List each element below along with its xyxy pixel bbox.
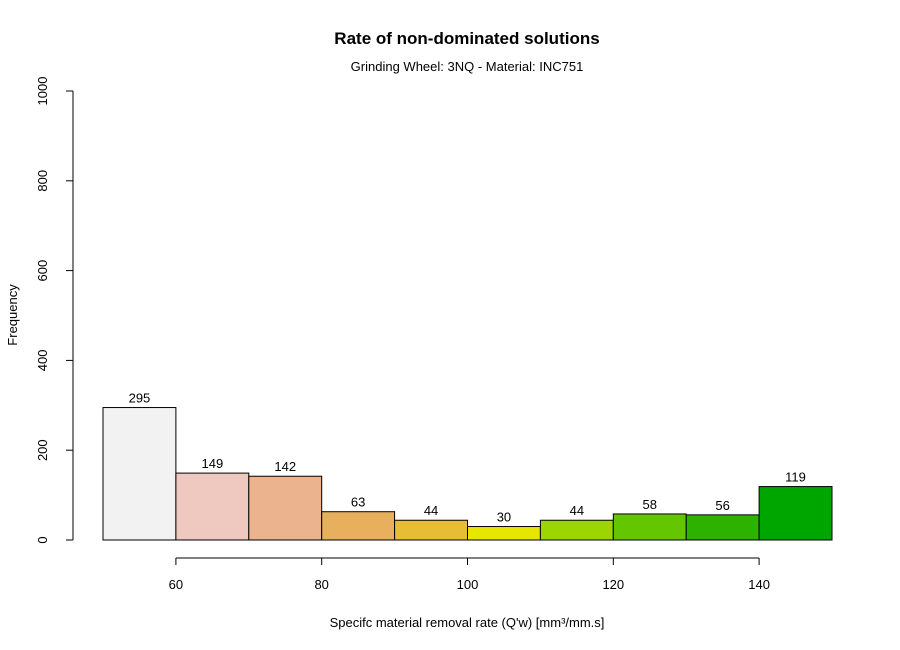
bar <box>321 511 396 541</box>
bar-value-label: 149 <box>201 456 223 471</box>
bar <box>758 486 833 541</box>
y-tick-label: 600 <box>35 260 50 282</box>
x-tick-label: 120 <box>602 577 624 592</box>
bar-value-label: 44 <box>570 503 584 518</box>
x-axis-label: Specifc material removal rate (Q'w) [mm³… <box>330 615 605 630</box>
y-tick-label: 400 <box>35 350 50 372</box>
y-tick-label: 800 <box>35 170 50 192</box>
chart-subtitle: Grinding Wheel: 3NQ - Material: INC751 <box>351 59 584 74</box>
bars-group <box>102 407 833 541</box>
chart-title: Rate of non-dominated solutions <box>334 29 599 48</box>
y-axis-label: Frequency <box>5 284 20 346</box>
bar-value-label: 44 <box>424 503 438 518</box>
bar-value-label: 119 <box>785 470 806 485</box>
x-tick-label: 60 <box>169 577 183 592</box>
bar <box>685 514 760 541</box>
x-axis: 60 80 100 120 140 <box>169 557 770 592</box>
bar <box>539 519 614 541</box>
bar <box>467 526 541 541</box>
x-tick-label: 80 <box>314 577 328 592</box>
y-tick-label: 0 <box>35 536 50 543</box>
bar-value-label: 63 <box>351 495 365 510</box>
bar-value-label: 142 <box>274 459 296 474</box>
y-tick-label: 1000 <box>35 77 50 106</box>
bar <box>175 472 250 541</box>
y-axis: 0 200 400 600 800 1000 <box>35 77 74 544</box>
bar <box>394 519 469 541</box>
bar-value-label: 58 <box>643 497 657 512</box>
bar <box>612 513 687 541</box>
bar-labels-group: 295 149 142 63 44 30 44 58 56 119 <box>129 391 806 525</box>
y-tick-label: 200 <box>35 439 50 461</box>
bar <box>102 407 177 541</box>
bar-value-label: 295 <box>129 391 151 406</box>
bar-value-label: 30 <box>497 510 511 525</box>
x-tick-label: 100 <box>457 577 479 592</box>
bar-value-label: 56 <box>715 498 729 513</box>
x-tick-label: 140 <box>748 577 770 592</box>
bar <box>248 475 323 541</box>
